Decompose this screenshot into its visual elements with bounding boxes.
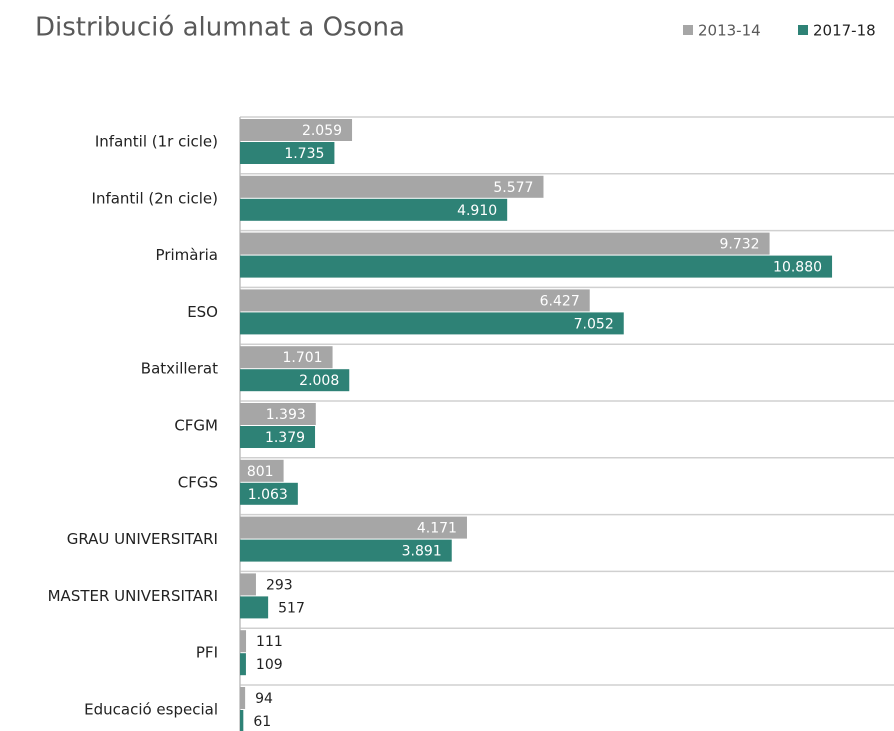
category-label: Batxillerat: [141, 360, 218, 378]
category-label: Infantil (1r cicle): [95, 133, 218, 151]
category-label: Educació especial: [84, 701, 218, 719]
value-label: 3.891: [402, 544, 442, 560]
value-label: 10.880: [773, 260, 822, 276]
bar: [240, 596, 269, 619]
chart-title: Distribució alumnat a Osona: [35, 13, 405, 43]
bar: [240, 232, 770, 255]
value-label: 2.008: [299, 373, 339, 389]
bar: [240, 255, 833, 278]
legend-swatch: [798, 25, 808, 35]
value-label: 7.052: [574, 316, 614, 332]
value-label: 5.577: [493, 180, 533, 196]
value-label: 6.427: [540, 293, 580, 309]
category-label: Primària: [156, 246, 218, 264]
bar: [240, 403, 316, 425]
value-label: 801: [247, 464, 274, 480]
bar: [240, 573, 256, 596]
bar: [240, 119, 353, 141]
bar: [240, 482, 298, 505]
legend: 2013-14 2017-18: [683, 22, 876, 40]
bar: [240, 142, 335, 164]
value-label: 111: [256, 634, 283, 650]
legend-label: 2013-14: [698, 22, 761, 40]
bar: [240, 289, 590, 312]
category-label: MASTER UNIVERSITARI: [48, 587, 218, 605]
bar: [240, 710, 244, 731]
value-label: 2.059: [302, 123, 342, 139]
value-label: 1.063: [248, 487, 288, 503]
bar: [240, 630, 247, 653]
value-label: 4.171: [417, 521, 457, 537]
value-label: 1.379: [265, 430, 305, 446]
bar: [240, 426, 316, 448]
bar: [240, 516, 467, 539]
bar: [240, 459, 284, 482]
bar: [240, 312, 624, 335]
value-label: 1.735: [284, 146, 324, 162]
bar: [240, 369, 350, 392]
bar: [240, 687, 246, 709]
legend-label: 2017-18: [813, 22, 876, 40]
value-label: 517: [278, 600, 305, 616]
category-label: ESO: [187, 303, 218, 321]
bar: [240, 653, 246, 676]
category-label: Infantil (2n cicle): [92, 189, 218, 207]
legend-swatch: [683, 25, 693, 35]
value-label: 293: [266, 577, 293, 593]
bar: [240, 175, 544, 198]
value-label: 1.701: [282, 350, 322, 366]
bar: [240, 539, 452, 562]
category-label: GRAU UNIVERSITARI: [67, 530, 218, 548]
value-label: 94: [255, 691, 273, 707]
value-label: 109: [256, 657, 283, 673]
value-label: 4.910: [457, 203, 497, 219]
category-label: CFGS: [178, 473, 218, 491]
value-label: 61: [253, 714, 271, 730]
value-label: 1.393: [266, 407, 306, 423]
bar: [240, 198, 508, 221]
category-label: PFI: [196, 644, 218, 662]
category-label: CFGM: [174, 417, 218, 435]
bar: [240, 346, 333, 369]
value-label: 9.732: [719, 237, 759, 253]
